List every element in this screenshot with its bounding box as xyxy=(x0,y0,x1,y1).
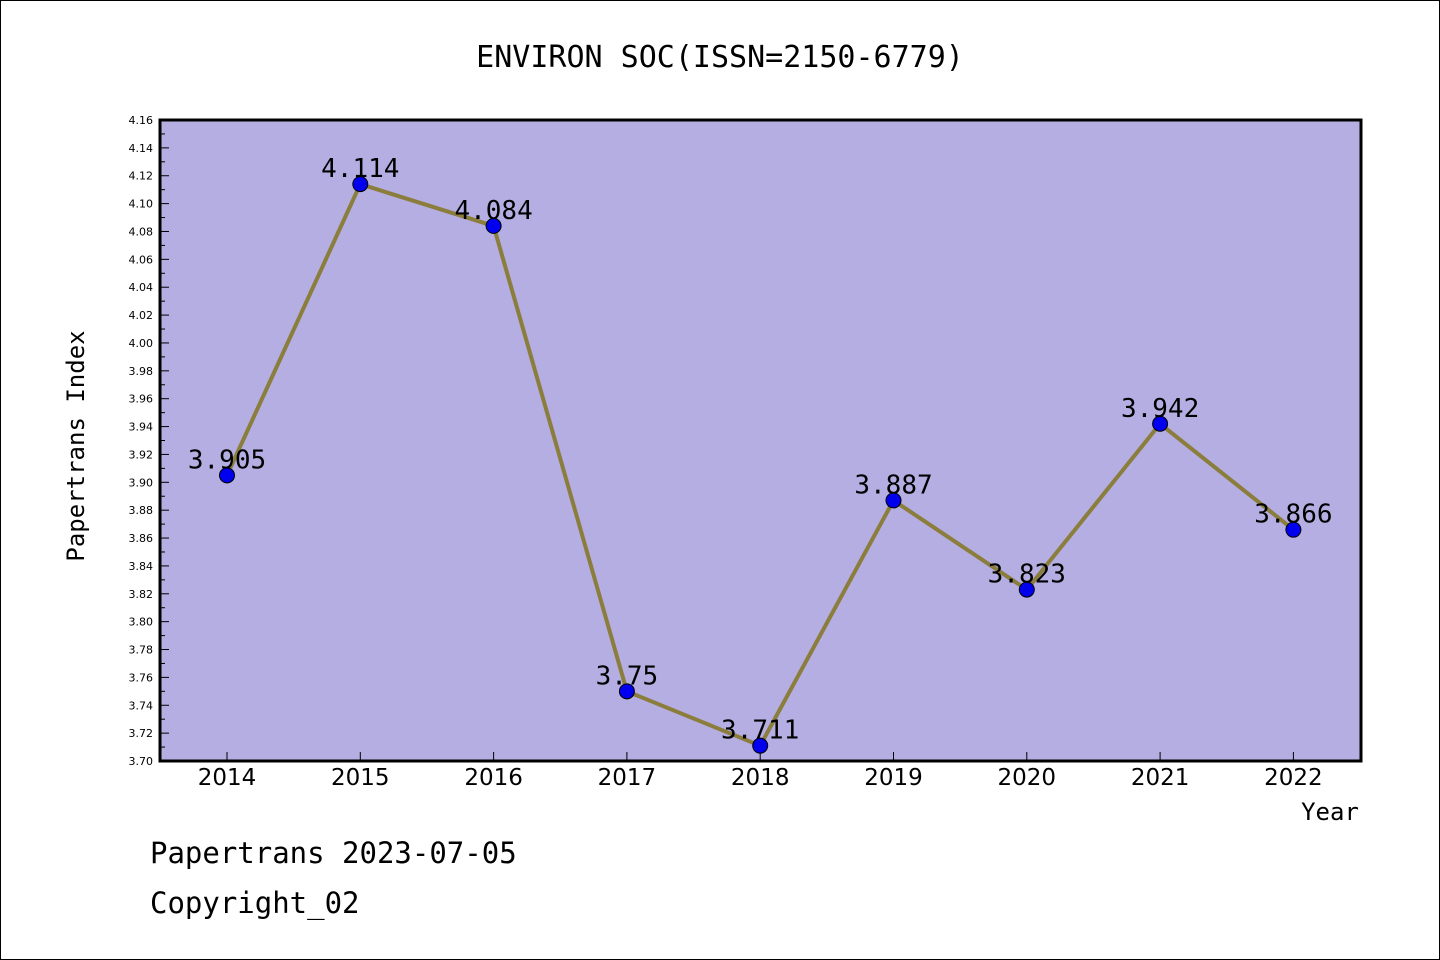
y-tick-label: 3.94 xyxy=(129,421,154,434)
y-tick-label: 4.16 xyxy=(129,114,154,127)
y-tick-label: 4.02 xyxy=(129,309,154,322)
y-axis: 3.70 3.72 3.74 3.76 3.78 3.80 3.82 3.84 3.86 3.88… xyxy=(129,114,169,768)
data-point xyxy=(885,492,902,509)
x-tick-label: 2017 xyxy=(598,765,657,791)
data-label: 3.905 xyxy=(188,445,266,475)
x-axis-label: Year xyxy=(1301,798,1359,826)
y-tick-label: 4.06 xyxy=(129,253,154,266)
y-tick-label: 3.80 xyxy=(129,616,154,629)
data-labels: 3.905 4.114 4.084 3.75 3.711 3.887 3.823 3.942 3… xyxy=(188,154,1333,746)
data-point xyxy=(1152,415,1169,432)
y-tick-label: 3.98 xyxy=(129,365,154,378)
x-tick-label: 2022 xyxy=(1264,765,1323,791)
data-point xyxy=(1018,581,1035,598)
y-tick-label: 3.78 xyxy=(129,644,154,657)
footer-copyright: Copyright_02 xyxy=(150,886,360,921)
y-tick-label: 3.96 xyxy=(129,393,154,406)
data-point xyxy=(752,737,769,754)
data-point xyxy=(352,176,369,193)
chart-title: ENVIRON SOC(ISSN=2150-6779) xyxy=(476,40,964,75)
data-label: 4.084 xyxy=(454,196,532,226)
x-tick-label: 2019 xyxy=(864,765,923,791)
y-tick-label: 3.90 xyxy=(129,476,154,489)
y-tick-label: 3.92 xyxy=(129,448,154,461)
y-tick-label: 3.70 xyxy=(129,755,154,768)
footer-date: Papertrans 2023-07-05 xyxy=(150,836,517,870)
y-tick-label: 3.84 xyxy=(129,560,154,573)
y-tick-label: 4.04 xyxy=(129,281,154,294)
y-tick-label: 4.14 xyxy=(129,142,154,155)
data-point xyxy=(618,683,635,700)
y-tick-label: 3.72 xyxy=(129,727,154,740)
data-label: 3.75 xyxy=(596,661,659,691)
y-tick-label: 3.82 xyxy=(129,588,154,601)
y-tick-label: 4.10 xyxy=(129,198,154,211)
x-tick-label: 2021 xyxy=(1131,765,1190,791)
x-tick-label: 2020 xyxy=(998,765,1057,791)
y-tick-label: 4.00 xyxy=(129,337,154,350)
x-tick-label: 2014 xyxy=(198,765,257,791)
data-point xyxy=(219,467,235,484)
y-tick-label: 3.74 xyxy=(129,699,154,712)
x-tick-label: 2016 xyxy=(464,765,523,791)
data-point xyxy=(485,217,502,234)
data-label: 3.942 xyxy=(1121,394,1199,424)
data-label: 3.823 xyxy=(988,560,1066,590)
y-tick-label: 4.08 xyxy=(129,225,154,238)
x-tick-label: 2015 xyxy=(331,765,390,791)
y-axis-label: Papertrans Index xyxy=(62,330,90,561)
data-label: 3.711 xyxy=(721,716,799,746)
y-tick-label: 3.76 xyxy=(129,671,154,684)
data-label: 3.887 xyxy=(854,470,932,500)
y-tick-label: 3.88 xyxy=(129,504,154,517)
data-label: 3.866 xyxy=(1254,500,1332,530)
data-point xyxy=(1285,521,1302,538)
y-tick-label: 3.86 xyxy=(129,532,154,545)
y-tick-label: 4.12 xyxy=(129,170,154,183)
x-tick-label: 2018 xyxy=(731,765,790,791)
x-axis: 2014 2015 2016 2017 2018 2019 2020 2021 2022 xyxy=(198,752,1323,791)
data-points xyxy=(219,176,1302,754)
data-label: 4.114 xyxy=(321,154,399,184)
plot-area xyxy=(158,118,1363,763)
